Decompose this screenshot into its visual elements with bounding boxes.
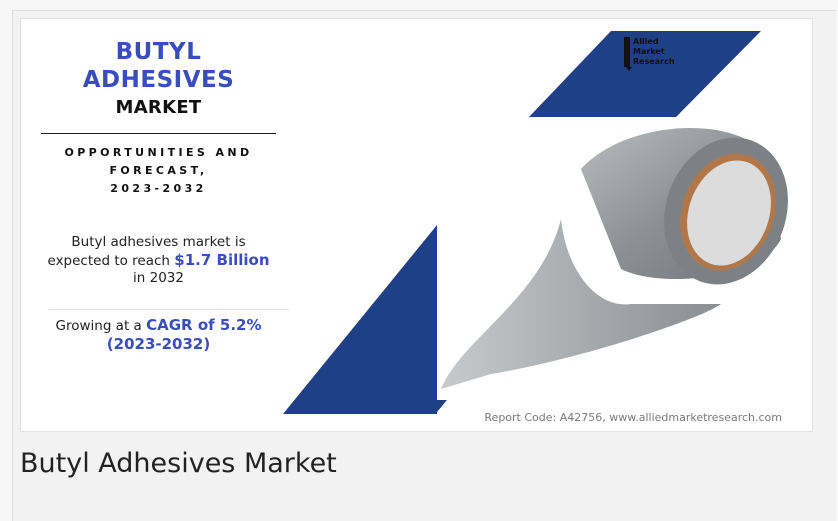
bottom-arrow-cut (437, 400, 447, 412)
title-line-2: ADHESIVES (82, 67, 235, 93)
subtitle-line-3: 2023-2032 (110, 182, 207, 195)
decor-shapes (283, 31, 788, 414)
left-panel: BUTYL ADHESIVES MARKET OPPORTUNITIES AND… (21, 19, 296, 431)
image-caption: Butyl Adhesives Market (20, 448, 337, 479)
market-text-1: Butyl adhesives market is (71, 234, 246, 250)
bottom-triangle (283, 225, 437, 414)
market-value-line: expected to reach $1.7 Billion (21, 251, 296, 270)
market-text-3: in 2032 (133, 270, 184, 286)
top-parallelogram (529, 31, 761, 117)
subtitle-line-1: OPPORTUNITIES AND (64, 146, 253, 159)
growth-period: (2023-2032) (106, 335, 211, 353)
report-code: Report Code: A42756, www.alliedmarketres… (484, 411, 782, 424)
logo-text-2: Market (633, 47, 665, 56)
tape-roll-image (441, 127, 788, 389)
growth-cagr: CAGR of 5.2% (146, 316, 262, 334)
title-divider (41, 133, 276, 134)
market-value: $1.7 Billion (174, 251, 270, 269)
subtitle-line-2: FORECAST, (109, 164, 208, 177)
market-infographic[interactable]: Allied Market Research BUTYL ADHESIVES M… (20, 18, 813, 432)
title-line-1: BUTYL (115, 39, 202, 65)
market-text-2: expected to reach (47, 253, 170, 269)
growth-text: Growing at a (55, 318, 142, 334)
logo-mark-icon (624, 37, 632, 71)
title-line-3: MARKET (115, 97, 202, 118)
logo-text-1: Allied (633, 37, 659, 46)
growth-line: Growing at a CAGR of 5.2% (21, 316, 296, 335)
logo-text-3: Research (633, 57, 675, 66)
section-divider (49, 309, 289, 310)
